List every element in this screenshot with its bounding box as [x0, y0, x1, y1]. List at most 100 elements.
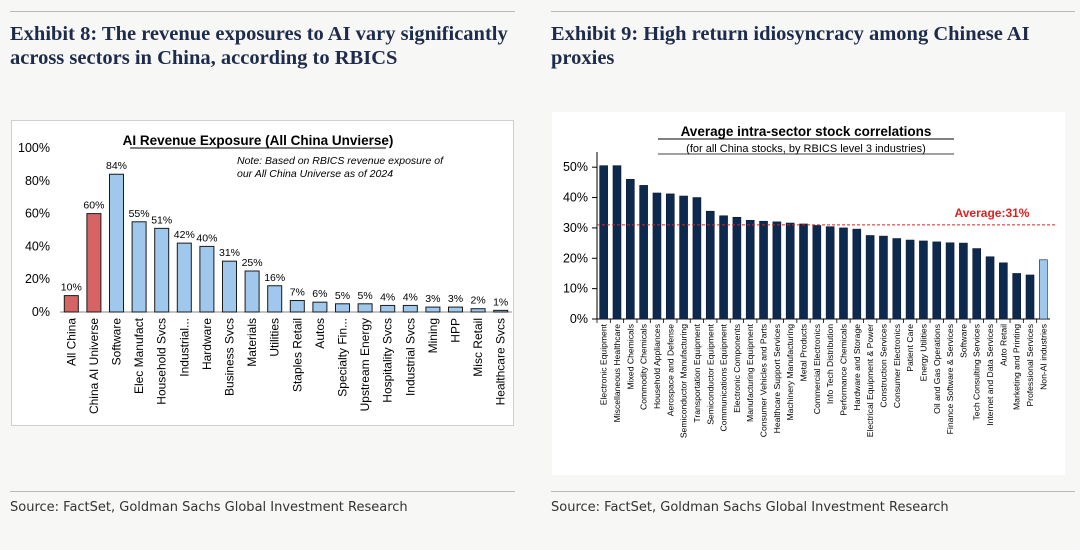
category-label-finance-software-services: Finance Software & Services [945, 324, 955, 434]
category-label-utilities: Utilities [268, 318, 282, 357]
data-label-business-svcs: 31% [219, 247, 240, 259]
chart1-note-line2: our All China Universe as of 2024 [237, 168, 393, 180]
right-source-note: Source: FactSet, Goldman Sachs Global In… [551, 500, 949, 515]
bar-miscellaneous-healthcare [612, 165, 622, 320]
bar-china-ai-universe [86, 213, 102, 313]
category-label-software: Software [958, 324, 968, 358]
chart2-ytick-label: 40% [563, 191, 588, 205]
category-label-commercial-electronics: Commercial Electronics [812, 324, 822, 414]
data-label-hardware: 40% [196, 232, 217, 244]
left-bottom-rule [10, 491, 515, 492]
bar-software [108, 173, 125, 313]
bar-semiconductor-manufacturing [679, 195, 688, 320]
data-label-software: 84% [106, 160, 127, 172]
chart2-ytick-label: 10% [563, 282, 588, 296]
category-label-metal-products: Metal Products [799, 324, 809, 381]
right-chart-panel: Average intra-sector stock correlations … [552, 112, 1065, 475]
bar-auto-retail [999, 262, 1008, 320]
bar-materials [244, 270, 260, 313]
data-label-misc-retail: 2% [471, 295, 486, 307]
category-label-info-tech-distribution: Info Tech Distribution [825, 324, 835, 404]
chart2-ytick-label: 50% [563, 160, 588, 174]
chart1-ytick-label: 60% [25, 207, 50, 221]
category-label-hospitality-svcs: Hospitality Svcs [381, 318, 395, 403]
chart1-ytick-label: 40% [25, 239, 50, 253]
category-label-household-svcs: Household Svcs [155, 318, 169, 405]
category-label-performance-chemicals: Performance Chemicals [838, 324, 848, 416]
bar-hpp [447, 306, 464, 313]
bar-transportation-equipment [692, 197, 702, 320]
bar-software [959, 242, 968, 320]
data-label-upstream-energy: 5% [358, 290, 373, 302]
category-label-software: Software [110, 318, 124, 366]
category-label-professional-services: Professional Services [1025, 324, 1035, 407]
category-label-mixed-chemicals: Mixed Chemicals [625, 324, 635, 389]
bar-household-appliances [652, 192, 662, 320]
bar-finance-software-services [945, 242, 955, 320]
bar-internet-and-data-services [985, 256, 995, 320]
left-top-rule [10, 11, 515, 12]
bar-hospitality-svcs [380, 304, 396, 313]
bar-aerospace-and-defense [665, 193, 675, 320]
bar-metal-products [799, 223, 808, 320]
bar-electronic-equipment [599, 165, 608, 320]
category-label-industrial-svcs: Industrial Svcs [403, 318, 417, 396]
bar-consumer-vehicles-and-parts [759, 220, 768, 320]
category-label-miscellaneous-healthcare: Miscellaneous Healthcare [612, 324, 622, 423]
bar-tech-consulting-services [972, 248, 982, 320]
bar-misc-retail [470, 308, 486, 313]
data-label-elec-manufact: 55% [129, 208, 150, 220]
category-label-transportation-equipment: Transportation Equipment [692, 323, 702, 422]
bar-staples-retail [289, 300, 305, 313]
category-label-all-china: All China [64, 318, 78, 366]
bar-oil-and-gas-operations [932, 241, 942, 320]
category-label-aerospace-and-defense: Aerospace and Defense [665, 324, 675, 416]
category-label-machinery-manufacturing: Machinery Manufacturing [785, 324, 795, 421]
category-label-semiconductor-manufacturing: Semiconductor Manufacturing [679, 324, 689, 438]
data-label-hpp: 3% [448, 293, 463, 305]
bar-machinery-manufacturing [785, 222, 795, 320]
average-label: Average:31% [955, 206, 1030, 220]
data-label-industrial-svcs: 4% [403, 291, 418, 303]
bar-hardware-and-storage [852, 228, 862, 320]
data-label-hospitality-svcs: 4% [380, 291, 395, 303]
category-label-electronic-equipment: Electronic Equipment [599, 323, 609, 405]
category-label-china-ai-universe: China AI Universe [87, 318, 101, 414]
chart2-ytick-label: 20% [563, 251, 588, 265]
bar-mixed-chemicals [626, 179, 635, 320]
category-label-hardware-and-storage: Hardware and Storage [852, 324, 862, 411]
data-label-household-svcs: 51% [151, 214, 172, 226]
category-label-energy-utilities: Energy Utilities [918, 324, 928, 381]
left-source-note: Source: FactSet, Goldman Sachs Global In… [10, 500, 408, 515]
left-chart-panel: AI Revenue Exposure (All China Unvierse)… [11, 120, 514, 426]
bar-industrial-svcs [402, 304, 418, 313]
chart2-ytick-label: 0% [570, 312, 588, 326]
bar-manufacturing-equipment [745, 220, 755, 320]
category-label-non-ai-industries: Non-AI industries [1038, 324, 1048, 390]
bar-patient-care [905, 239, 915, 320]
bar-non-ai-industries [1039, 259, 1048, 320]
chart1-title: AI Revenue Exposure (All China Unvierse) [123, 133, 394, 148]
category-label-autos: Autos [313, 318, 327, 349]
category-label-specialty-fin: Specialty Fin... [336, 318, 350, 397]
category-label-oil-and-gas-operations: Oil and Gas Operations [932, 324, 942, 414]
bar-all-china [63, 295, 79, 313]
bar-performance-chemicals [839, 227, 848, 320]
category-label-industrial: Industrial... [177, 318, 191, 377]
category-label-commodity-chemicals: Commodity Chemicals [639, 324, 649, 410]
bar-semiconductor-equipment [705, 210, 715, 320]
chart1-ytick-label: 0% [32, 305, 50, 319]
ai-revenue-exposure-chart: AI Revenue Exposure (All China Unvierse)… [18, 133, 512, 414]
category-label-consumer-electronics: Consumer Electronics [892, 324, 902, 408]
bar-commodity-chemicals [639, 185, 648, 320]
right-exhibit-title: Exhibit 9: High return idiosyncracy amon… [551, 23, 1030, 69]
data-label-utilities: 16% [264, 272, 285, 284]
right-bottom-rule [551, 491, 1075, 492]
data-label-industrial: 42% [174, 229, 195, 241]
category-label-electronic-components: Electronic Components [732, 324, 742, 413]
category-label-hardware: Hardware [200, 318, 214, 370]
category-label-semiconductor-equipment: Semiconductor Equipment [705, 323, 715, 424]
chart2-subtitle: (for all China stocks, by RBICS level 3 … [686, 143, 926, 155]
category-label-tech-consulting-services: Tech Consulting Services [972, 324, 982, 421]
bar-business-svcs [221, 260, 238, 313]
